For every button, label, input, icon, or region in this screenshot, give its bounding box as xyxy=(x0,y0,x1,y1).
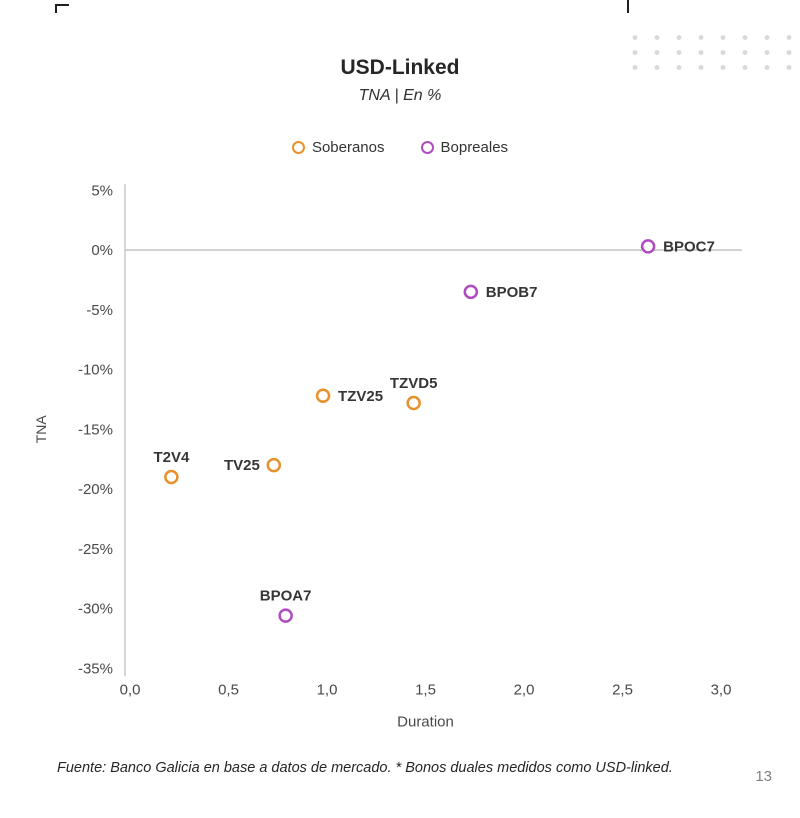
svg-text:TZV25: TZV25 xyxy=(338,388,383,405)
svg-text:0%: 0% xyxy=(91,242,113,259)
legend-label-bopreales: Bopreales xyxy=(440,139,509,156)
source-note: Fuente: Banco Galicia en base a datos de… xyxy=(57,760,673,776)
svg-text:0,0: 0,0 xyxy=(120,681,141,698)
svg-text:TNA: TNA xyxy=(33,415,49,444)
legend-marker-soberanos xyxy=(291,141,305,154)
svg-text:5%: 5% xyxy=(91,182,113,199)
svg-text:BPOA7: BPOA7 xyxy=(260,588,312,605)
svg-text:2,5: 2,5 xyxy=(612,681,633,698)
svg-text:1,0: 1,0 xyxy=(317,681,338,698)
svg-text:TV25: TV25 xyxy=(224,457,260,474)
page-number: 13 xyxy=(755,768,772,785)
svg-text:-35%: -35% xyxy=(78,660,113,677)
legend-item-bopreales: Bopreales xyxy=(420,139,509,156)
legend-label-soberanos: Soberanos xyxy=(311,139,385,156)
svg-text:-10%: -10% xyxy=(78,362,113,379)
legend-marker-bopreales xyxy=(420,141,434,154)
svg-text:TZVD5: TZVD5 xyxy=(390,375,438,392)
svg-text:-30%: -30% xyxy=(78,601,113,618)
svg-text:BPOC7: BPOC7 xyxy=(663,238,715,255)
legend: Soberanos Bopreales xyxy=(0,139,800,156)
svg-text:-25%: -25% xyxy=(78,541,113,558)
svg-text:T2V4: T2V4 xyxy=(153,449,190,466)
decorative-line xyxy=(627,0,629,13)
svg-text:BPOB7: BPOB7 xyxy=(486,284,538,301)
svg-text:-5%: -5% xyxy=(86,302,113,319)
svg-text:1,5: 1,5 xyxy=(415,681,436,698)
svg-text:2,0: 2,0 xyxy=(514,681,535,698)
svg-text:3,0: 3,0 xyxy=(711,681,732,698)
svg-text:0,5: 0,5 xyxy=(218,681,239,698)
dot-grid-decoration xyxy=(620,27,798,79)
chart-title: USD-Linked xyxy=(340,56,460,79)
svg-text:-20%: -20% xyxy=(78,481,113,498)
svg-text:Duration: Duration xyxy=(397,713,454,730)
legend-item-soberanos: Soberanos xyxy=(291,139,385,156)
corner-mark-decoration xyxy=(55,4,69,13)
svg-text:-15%: -15% xyxy=(78,421,113,438)
chart-subtitle: TNA | En % xyxy=(358,87,442,104)
